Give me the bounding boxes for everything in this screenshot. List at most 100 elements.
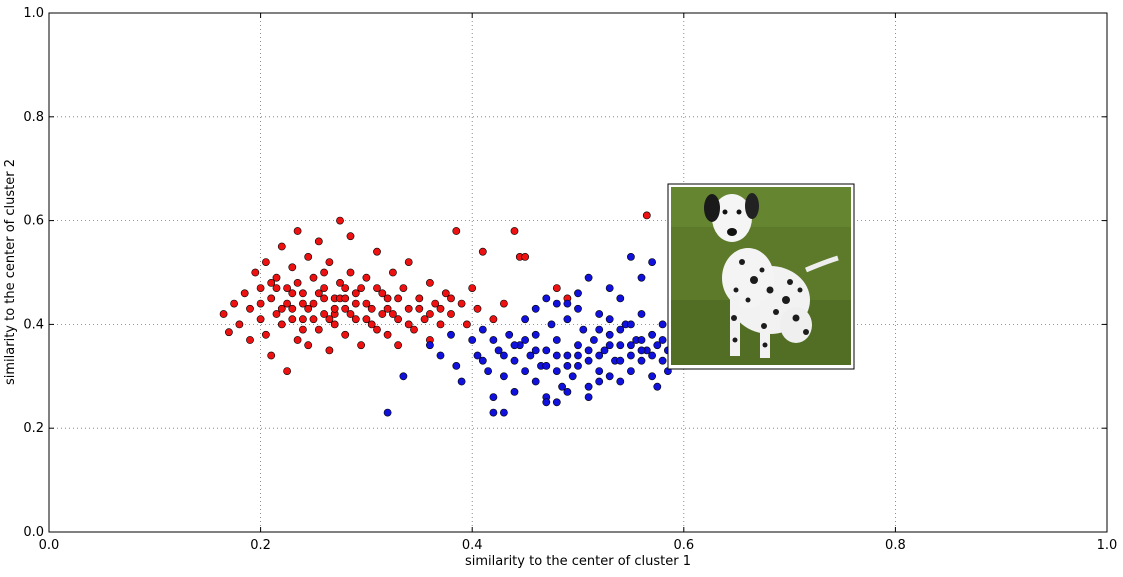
blue-data-point xyxy=(584,356,593,365)
blue-data-point xyxy=(521,336,529,344)
blue-data-point xyxy=(552,367,561,375)
blue-data-point xyxy=(616,341,625,350)
blue-data-point xyxy=(425,341,434,350)
blue-data-point xyxy=(558,382,566,391)
blue-data-point xyxy=(584,346,593,355)
blue-data-point xyxy=(658,336,667,344)
red-data-point xyxy=(283,367,291,375)
red-data-point xyxy=(346,232,355,241)
blue-data-point xyxy=(637,310,646,318)
red-data-point xyxy=(298,315,307,324)
blue-data-point xyxy=(473,351,482,360)
red-data-point xyxy=(642,211,651,220)
series-red-points xyxy=(219,211,651,375)
blue-data-point xyxy=(637,336,646,344)
red-data-point xyxy=(410,325,418,334)
dog-nose xyxy=(727,228,737,236)
red-data-point xyxy=(251,268,260,277)
red-data-point xyxy=(272,284,281,292)
blue-data-point xyxy=(648,351,656,360)
y-tick-label: 0.8 xyxy=(23,110,44,125)
red-data-point xyxy=(330,320,339,329)
red-data-point xyxy=(510,227,519,235)
blue-data-point xyxy=(627,252,635,261)
blue-data-point xyxy=(584,393,593,401)
red-data-point xyxy=(478,247,487,256)
blue-data-point xyxy=(552,398,561,407)
red-data-point xyxy=(272,310,281,318)
blue-data-point xyxy=(568,372,577,381)
red-data-point xyxy=(415,294,424,303)
red-data-point xyxy=(336,216,344,225)
y-tick-label: 0.0 xyxy=(23,525,44,540)
red-data-point xyxy=(325,346,334,355)
blue-data-point xyxy=(653,382,662,391)
red-data-point xyxy=(293,227,302,235)
red-data-point xyxy=(362,273,371,282)
blue-data-point xyxy=(574,289,582,298)
x-tick-label: 0.6 xyxy=(673,538,694,553)
red-data-point xyxy=(404,258,413,266)
dog-chest xyxy=(722,248,774,308)
red-data-point xyxy=(288,315,297,324)
red-data-point xyxy=(373,247,381,256)
blue-data-point xyxy=(595,367,604,375)
y-tick-label: 1.0 xyxy=(23,6,44,21)
blue-data-point xyxy=(531,377,540,386)
blue-data-point xyxy=(452,361,461,370)
red-data-point xyxy=(230,299,238,308)
red-data-point xyxy=(267,278,276,287)
x-tick-label: 0.0 xyxy=(39,538,60,553)
blue-data-point xyxy=(658,320,667,329)
blue-data-point xyxy=(521,367,529,375)
red-data-point xyxy=(288,263,297,272)
red-data-point xyxy=(468,284,477,292)
blue-data-point xyxy=(658,356,667,365)
blue-data-point xyxy=(605,330,614,339)
red-data-point xyxy=(394,315,402,324)
blue-data-point xyxy=(542,294,551,303)
red-data-point xyxy=(394,341,402,350)
blue-data-point xyxy=(484,367,492,375)
red-data-point xyxy=(246,304,254,313)
axis-ticks xyxy=(48,12,1108,533)
red-data-point xyxy=(378,310,387,318)
blue-data-point xyxy=(521,315,529,324)
red-data-point xyxy=(309,273,318,282)
red-data-point xyxy=(298,325,307,334)
blue-data-point xyxy=(489,393,498,401)
red-data-point xyxy=(383,330,392,339)
blue-data-point xyxy=(595,325,604,334)
red-data-point xyxy=(246,336,254,344)
red-data-point xyxy=(267,294,276,303)
red-data-point xyxy=(224,328,233,337)
dog-eye-right xyxy=(736,209,742,215)
red-data-point xyxy=(351,289,360,298)
blue-data-point xyxy=(648,330,656,339)
blue-data-point xyxy=(563,387,572,396)
red-data-point xyxy=(288,289,297,298)
blue-data-point xyxy=(436,351,445,360)
red-data-point xyxy=(473,304,482,313)
blue-data-point xyxy=(499,408,508,417)
blue-data-point xyxy=(510,341,519,350)
blue-data-point xyxy=(574,361,582,370)
red-data-point xyxy=(314,237,323,246)
blue-data-point xyxy=(552,299,561,308)
blue-data-point xyxy=(499,372,508,381)
red-data-point xyxy=(256,299,265,308)
red-data-point xyxy=(341,330,350,339)
blue-data-point xyxy=(552,336,561,344)
x-tick-label: 0.8 xyxy=(885,538,906,553)
blue-data-point xyxy=(447,330,455,339)
y-tick-label: 0.6 xyxy=(23,214,44,229)
red-data-point xyxy=(235,320,244,329)
red-data-point xyxy=(436,304,445,313)
x-tick-label: 1.0 xyxy=(1097,538,1118,553)
blue-data-point xyxy=(531,346,540,355)
red-data-point xyxy=(320,294,328,303)
red-data-point xyxy=(277,242,286,251)
red-data-point xyxy=(499,299,508,308)
red-data-point xyxy=(283,284,291,292)
blue-data-point xyxy=(505,330,514,339)
